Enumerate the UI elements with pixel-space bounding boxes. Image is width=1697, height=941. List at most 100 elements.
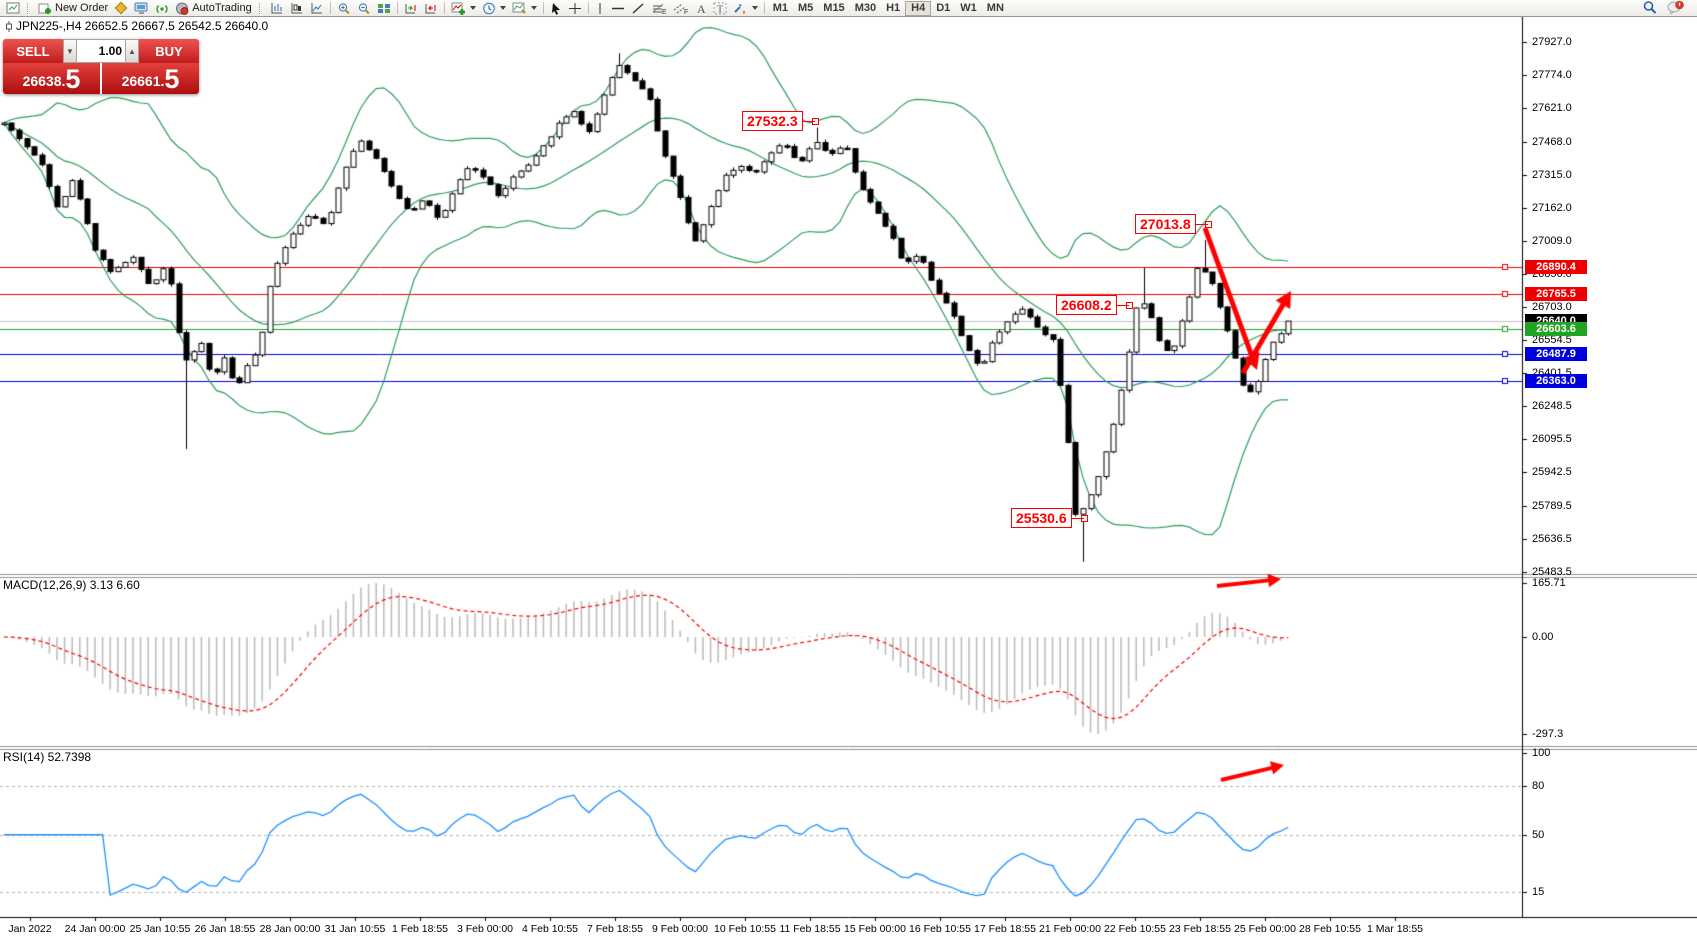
trendline-icon[interactable] — [628, 0, 648, 16]
svg-text:F: F — [684, 9, 688, 15]
buy-button[interactable]: BUY — [139, 39, 199, 63]
price-axis-tick: 27162.0 — [1532, 201, 1572, 214]
svg-text:T: T — [717, 4, 723, 15]
time-axis-label: 21 Feb 00:00 — [1039, 923, 1101, 935]
time-axis-label: 16 Feb 10:55 — [909, 923, 971, 935]
sell-price-big-digit: 5 — [65, 64, 81, 94]
macd-axis-tick: 165.71 — [1532, 576, 1566, 589]
cursor-icon[interactable] — [547, 0, 565, 16]
time-axis-label: 10 Feb 10:55 — [714, 923, 776, 935]
rsi-indicator-label: RSI(14) 52.7398 — [3, 750, 92, 764]
indicators-caret-icon[interactable] — [469, 6, 476, 10]
metaeditor-icon[interactable] — [111, 0, 131, 16]
toolbar-separator — [443, 2, 445, 14]
macd-indicator-label: MACD(12,26,9) 3.13 6.60 — [3, 578, 140, 592]
timeframe-h4[interactable]: H4 — [905, 0, 932, 16]
time-axis-label: 24 Jan 00:00 — [64, 923, 126, 935]
buy-price-button[interactable]: 26661. 5 — [102, 63, 199, 94]
text-label-icon[interactable]: T — [710, 0, 730, 16]
search-icon[interactable] — [1642, 0, 1657, 17]
price-annotation[interactable]: 26608.2 — [1056, 295, 1133, 315]
time-axis-label: 1 Feb 18:55 — [391, 923, 449, 935]
time-axis-label: 17 Feb 18:55 — [974, 923, 1036, 935]
time-axis-label: 1 Mar 18:55 — [1366, 923, 1424, 935]
zoom-in-icon[interactable] — [334, 0, 354, 16]
svg-text:A: A — [697, 2, 706, 15]
buy-price-main: 26661. — [121, 73, 165, 89]
price-axis-tick: 25636.5 — [1532, 532, 1572, 545]
toolbar: New Order AutoTrading E F A T M1 M5 M15 M30… — [0, 0, 1697, 17]
periods-caret-icon[interactable] — [499, 6, 506, 10]
time-axis-label: 3 Feb 00:00 — [456, 923, 514, 935]
sell-price-button[interactable]: 26638. 5 — [3, 63, 100, 94]
crosshair-icon[interactable] — [565, 0, 585, 16]
price-axis-tick: 26554.5 — [1532, 333, 1572, 346]
timeframe-m30[interactable]: M30 — [854, 1, 877, 14]
volume-increase-icon[interactable]: ▲ — [125, 39, 139, 63]
vertical-line-icon[interactable] — [592, 0, 608, 16]
oct-prices: 26638. 5 26661. 5 — [3, 63, 199, 94]
fibonacci-icon[interactable]: E — [648, 0, 670, 16]
chat-icon[interactable] — [1667, 0, 1684, 17]
rsi-axis-tick: 100 — [1532, 747, 1551, 760]
toolbar-separator — [587, 2, 589, 14]
timeframe-m5[interactable]: M5 — [798, 1, 814, 14]
toolbar-separator — [542, 2, 544, 14]
chart-shift-icon[interactable] — [421, 0, 441, 16]
volume-input[interactable] — [77, 39, 125, 63]
tile-windows-icon[interactable] — [374, 0, 394, 16]
price-annotation[interactable]: 25530.6 — [1011, 508, 1088, 528]
time-axis-label: 11 Feb 18:55 — [779, 923, 841, 935]
text-icon[interactable]: A — [692, 0, 710, 16]
shapes-icon[interactable] — [730, 0, 761, 16]
templates-icon[interactable] — [509, 0, 540, 16]
signals-icon[interactable] — [152, 0, 172, 16]
sell-button[interactable]: SELL — [3, 39, 63, 63]
timeframe-m1[interactable]: M1 — [772, 1, 788, 14]
chart-ohlc-title: JPN225-,H4 26652.5 26667.5 26542.5 26640… — [5, 19, 268, 33]
periods-icon[interactable] — [479, 0, 509, 16]
price-axis-tick: 27927.0 — [1532, 36, 1572, 48]
oct-controls: SELL ▼ ▲ BUY — [3, 39, 199, 63]
time-axis-label: 25 Feb 00:00 — [1234, 923, 1296, 935]
timeframe-w1[interactable]: W1 — [960, 1, 977, 14]
svg-text:E: E — [662, 9, 667, 15]
price-line-tag: 26890.4 — [1525, 259, 1587, 274]
channel-icon[interactable]: F — [670, 0, 692, 16]
timeframe-m15[interactable]: M15 — [823, 1, 845, 14]
bar-chart-icon[interactable] — [267, 0, 287, 16]
macd-axis-tick: 0.00 — [1532, 631, 1554, 643]
auto-scroll-icon[interactable] — [401, 0, 421, 16]
buy-price-big-digit: 5 — [164, 64, 180, 94]
autotrading-button[interactable]: AutoTrading — [172, 0, 255, 16]
zoom-out-icon[interactable] — [354, 0, 374, 16]
line-chart-icon[interactable] — [307, 0, 327, 16]
price-annotation[interactable]: 27013.8 — [1135, 214, 1212, 234]
chart-ohlc-text: JPN225-,H4 26652.5 26667.5 26542.5 26640… — [16, 19, 269, 33]
rsi-axis-tick: 15 — [1532, 885, 1545, 898]
toolbar-separator — [763, 2, 765, 14]
indicators-icon[interactable] — [448, 0, 479, 16]
time-axis-label: 31 Jan 10:55 — [324, 923, 386, 935]
timeframe-d1[interactable]: D1 — [936, 1, 951, 14]
candle-chart-icon[interactable] — [287, 0, 307, 16]
timeframe-h1[interactable]: H1 — [886, 1, 901, 14]
timeframe-mn[interactable]: MN — [986, 1, 1004, 14]
price-axis-tick: 27468.0 — [1532, 135, 1572, 148]
price-axis-tick: 25942.5 — [1532, 466, 1572, 479]
time-axis-label: Jan 2022 — [8, 923, 52, 935]
terminal-icon[interactable] — [131, 0, 152, 16]
shapes-caret-icon[interactable] — [751, 6, 758, 10]
price-line-tag: 26765.5 — [1525, 286, 1587, 301]
price-annotation[interactable]: 27532.3 — [742, 111, 819, 131]
volume-decrease-icon[interactable]: ▼ — [63, 39, 77, 63]
toolbar-right — [1642, 0, 1694, 17]
templates-caret-icon[interactable] — [530, 6, 537, 10]
sell-price-main: 26638. — [22, 73, 66, 89]
one-click-trading-panel: SELL ▼ ▲ BUY 26638.5 26661.5 — [3, 39, 199, 94]
horizontal-line-icon[interactable] — [608, 0, 628, 16]
new-order-button[interactable]: New Order — [35, 0, 111, 16]
chart-window-icon[interactable] — [3, 0, 23, 16]
